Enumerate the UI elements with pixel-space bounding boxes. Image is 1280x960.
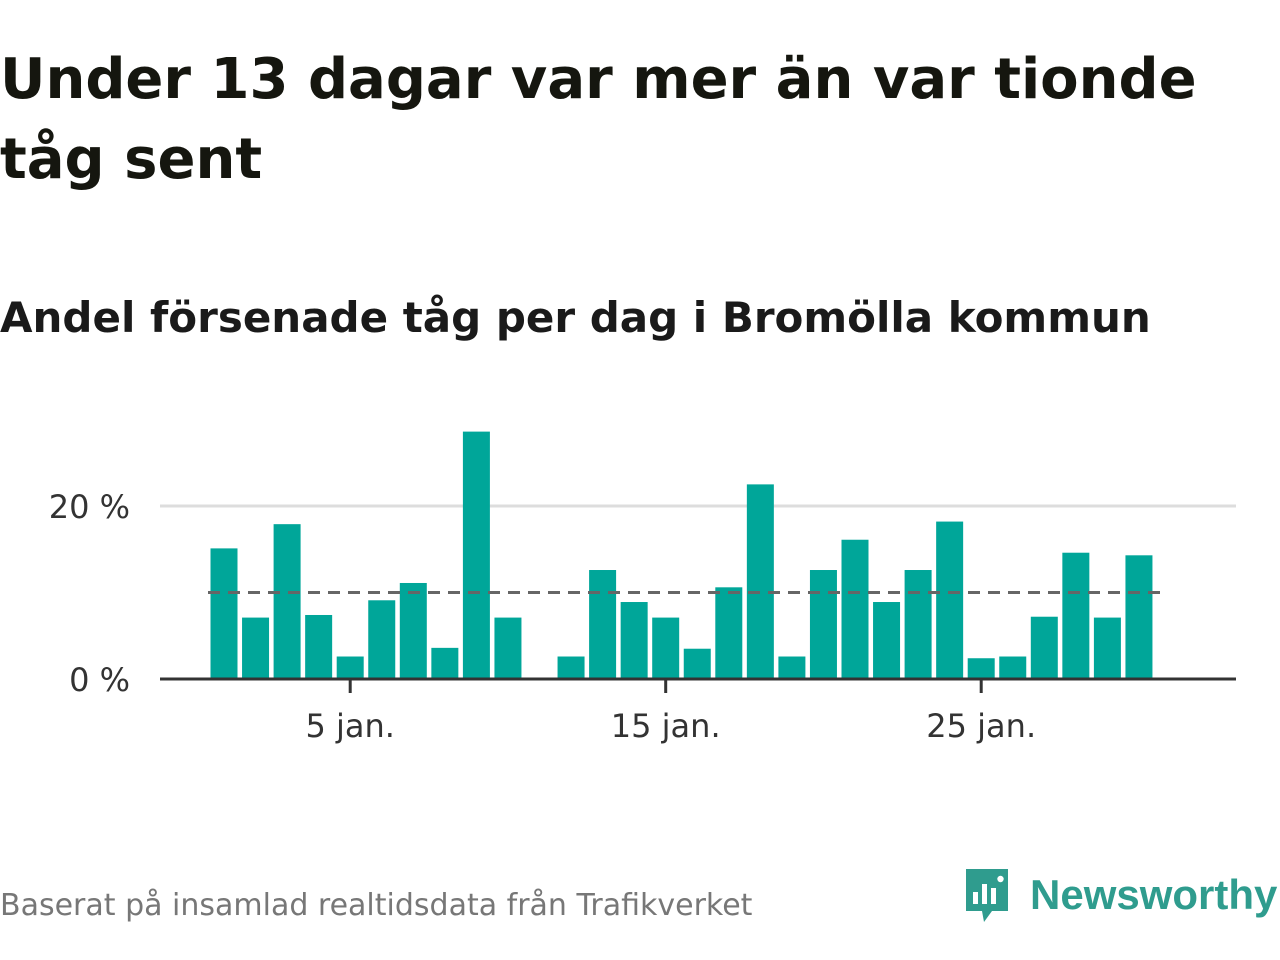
bar: [494, 617, 522, 679]
bar: [999, 656, 1027, 679]
bar: [967, 658, 995, 679]
bar: [778, 656, 806, 679]
bar: [462, 431, 490, 679]
axes: 0 % 20 % 5 jan. 15 jan. 25 jan.: [49, 488, 1236, 745]
source-note: Baserat på insamlad realtidsdata från Tr…: [0, 888, 753, 923]
bar: [1062, 552, 1090, 679]
y-tick-label: 0 %: [69, 661, 130, 699]
bars: [210, 431, 1153, 679]
bar: [620, 602, 648, 679]
brand-name: Newsworthy: [1030, 871, 1278, 918]
chart-title: Under 13 dagar var mer än var tionde tåg…: [0, 47, 1197, 192]
brand-logo: Newsworthy: [962, 862, 1277, 928]
bar: [336, 656, 364, 679]
chart-subtitle: Andel försenade tåg per dag i Bromölla k…: [0, 293, 1151, 342]
x-tick-label: 25 jan.: [926, 707, 1036, 745]
bar: [242, 617, 270, 679]
bar: [431, 647, 459, 679]
bar: [936, 521, 964, 679]
bar: [1093, 617, 1121, 679]
bar: [589, 570, 617, 679]
bar: [1030, 616, 1058, 679]
bar: [652, 617, 680, 679]
bar: [368, 600, 396, 679]
x-tick-label: 5 jan.: [305, 707, 394, 745]
bar: [746, 484, 774, 679]
bar: [809, 570, 837, 679]
bar: [873, 602, 901, 679]
bar: [557, 656, 585, 679]
bar: [305, 614, 333, 679]
bar: [904, 570, 932, 679]
bar: [715, 587, 743, 679]
bar-chart: 0 % 20 % 5 jan. 15 jan. 25 jan.: [49, 431, 1236, 745]
bar: [399, 582, 427, 679]
y-tick-label: 20 %: [49, 488, 130, 526]
bar: [841, 539, 869, 679]
bar: [273, 524, 301, 679]
bar: [210, 548, 238, 679]
newsworthy-logo-icon: [966, 869, 1008, 922]
x-tick-label: 15 jan.: [611, 707, 721, 745]
bar: [683, 648, 711, 679]
bar: [1125, 555, 1153, 679]
